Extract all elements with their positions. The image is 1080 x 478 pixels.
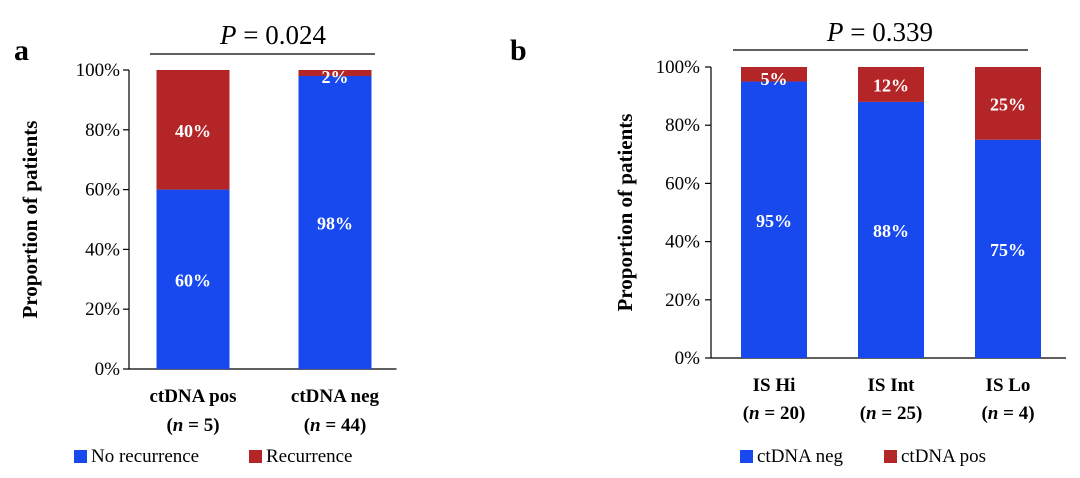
y-tick-label: 60%: [665, 173, 700, 194]
x-category-label: IS Hi: [753, 375, 796, 396]
bar-value-label: 88%: [873, 221, 909, 241]
chart-panel-a: a P = 0.024 0% 20% 40% 60% 80% 100% Proportion o…: [14, 20, 397, 467]
legend-swatch: [740, 450, 753, 463]
n-symbol: n: [988, 403, 999, 424]
n-open: (: [166, 415, 172, 436]
p-value-text: = 0.024: [237, 20, 327, 50]
legend-label: ctDNA neg: [757, 446, 844, 467]
n-equals: =: [183, 415, 203, 436]
n-value: 44: [341, 415, 361, 436]
n-symbol: n: [749, 403, 760, 424]
bar-value-label: 95%: [756, 211, 792, 231]
p-value-label: P = 0.024: [219, 20, 326, 50]
n-close: ): [213, 415, 219, 436]
bar-segment-ctdna-neg: [975, 139, 1041, 358]
p-value-label: P = 0.339: [826, 17, 933, 47]
n-equals: =: [998, 403, 1018, 424]
n-open: (: [981, 403, 987, 424]
x-category-n: (n = 20): [743, 403, 806, 424]
x-category-label: ctDNA pos: [149, 386, 236, 407]
bar-segment-ctdna-pos: [858, 67, 924, 102]
x-category-label: IS Int: [868, 375, 916, 396]
bar-value-label: 2%: [322, 67, 349, 87]
y-tick-label: 20%: [665, 290, 700, 311]
n-equals: =: [321, 415, 341, 436]
bar-segment-ctdna-pos: [741, 67, 807, 82]
legend-label: ctDNA pos: [901, 446, 986, 467]
n-value: 25: [897, 403, 916, 424]
bar-value-label: 5%: [761, 69, 788, 89]
n-close: ): [1028, 403, 1034, 424]
n-open: (: [860, 403, 866, 424]
y-tick-label: 0%: [95, 359, 121, 380]
p-value-text: = 0.339: [844, 17, 933, 47]
bar-segment-ctdna-neg: [741, 81, 807, 359]
n-value: 5: [204, 415, 214, 436]
legend-label: Recurrence: [266, 446, 353, 467]
x-category-label: IS Lo: [986, 375, 1031, 396]
y-tick-label: 100%: [656, 57, 701, 78]
n-symbol: n: [866, 403, 877, 424]
y-tick-label: 80%: [665, 115, 700, 136]
bar-value-label: 12%: [873, 75, 909, 95]
n-equals: =: [760, 403, 780, 424]
panel-label: b: [510, 34, 527, 67]
bar-segment-recurrence: [156, 70, 230, 190]
y-tick-label: 60%: [85, 180, 120, 201]
legend-swatch: [884, 450, 897, 463]
chart-panel-b: b P = 0.339 0% 20% 40% 60% 80% 100% Proportion o…: [510, 17, 1066, 467]
bar-value-label: 25%: [990, 94, 1026, 114]
bar-value-label: 40%: [175, 121, 211, 141]
x-category-n: (n = 25): [860, 403, 923, 424]
y-axis-label: Proportion of patients: [613, 114, 637, 312]
bar-segment-ctdna-neg: [858, 101, 924, 359]
panel-label: a: [14, 34, 29, 67]
legend-swatch: [249, 450, 262, 463]
n-open: (: [743, 403, 749, 424]
y-tick-label: 0%: [675, 348, 701, 369]
x-category-n: (n = 44): [304, 415, 367, 436]
n-equals: =: [877, 403, 897, 424]
n-value: 4: [1019, 403, 1029, 424]
y-axis-label: Proportion of patients: [18, 121, 42, 319]
y-tick-label: 80%: [85, 120, 120, 141]
y-tick-label: 40%: [85, 239, 120, 260]
bar-segment-no-recurrence: [156, 189, 230, 369]
x-category-n: (n = 4): [981, 403, 1034, 424]
n-open: (: [304, 415, 310, 436]
p-symbol: P: [826, 17, 844, 47]
legend-label: No recurrence: [91, 446, 199, 467]
n-symbol: n: [173, 415, 184, 436]
bar-segment-recurrence: [298, 70, 372, 76]
bar-segment-no-recurrence: [298, 75, 372, 369]
n-symbol: n: [310, 415, 321, 436]
bar-segment-ctdna-pos: [975, 67, 1041, 140]
n-close: ): [916, 403, 922, 424]
y-tick-label: 40%: [665, 232, 700, 253]
x-category-n: (n = 5): [166, 415, 219, 436]
n-value: 20: [780, 403, 799, 424]
bar-value-label: 98%: [317, 213, 353, 233]
p-symbol: P: [219, 20, 237, 50]
n-close: ): [799, 403, 805, 424]
bar-value-label: 60%: [175, 270, 211, 290]
y-tick-label: 20%: [85, 299, 120, 320]
x-category-label: ctDNA neg: [291, 386, 380, 407]
y-tick-label: 100%: [76, 60, 121, 81]
bar-value-label: 75%: [990, 240, 1026, 260]
legend-swatch: [74, 450, 87, 463]
n-close: ): [360, 415, 366, 436]
